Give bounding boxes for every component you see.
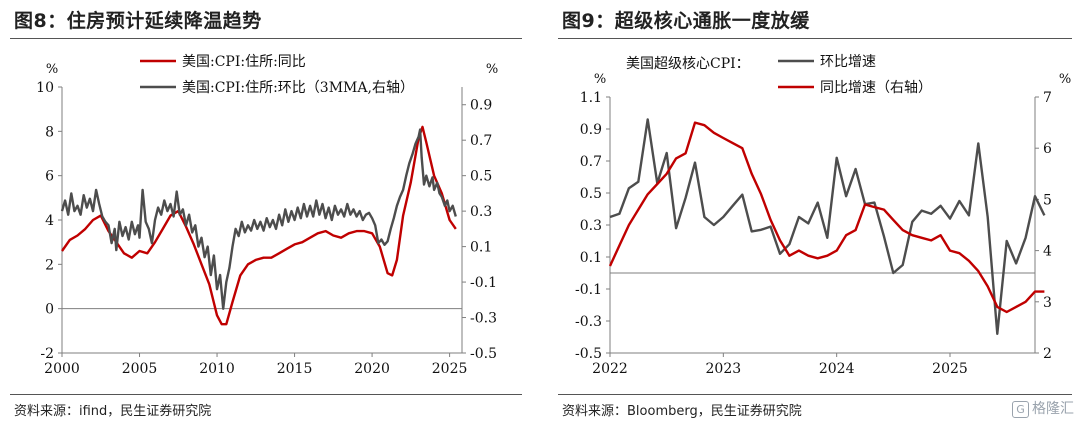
title-rule bbox=[10, 38, 522, 39]
left-y-tick-label: 0.9 bbox=[580, 122, 602, 138]
right-y-tick-label: 0.7 bbox=[470, 133, 492, 149]
source-rule bbox=[558, 394, 1072, 395]
left-y-tick-label: 2 bbox=[45, 257, 54, 273]
right-y-tick-label: 0.3 bbox=[470, 204, 492, 220]
right-y-tick-label: 7 bbox=[1043, 90, 1052, 106]
chart-panel-housing: 图8：住房预计延续降温趋势 %% -2 0 2 4 6 8 10 -0.5 -0.3 -0.1 0.1… bbox=[0, 0, 530, 426]
series-line-1 bbox=[609, 118, 1046, 335]
left-y-tick-label: 0.3 bbox=[580, 218, 602, 234]
figure-title: 图8：住房预计延续降温趋势 bbox=[14, 10, 262, 32]
left-y-tick-label: 10 bbox=[36, 80, 54, 96]
left-axis-unit: % bbox=[594, 72, 606, 87]
right-y-tick-label: 0.1 bbox=[470, 240, 492, 256]
x-tick-label: 2015 bbox=[277, 361, 313, 377]
left-y-tick-label: 0.7 bbox=[580, 154, 602, 170]
x-tick-label: 2022 bbox=[592, 361, 628, 377]
title-rule bbox=[558, 38, 1072, 39]
watermark-logo-icon: G bbox=[1012, 400, 1029, 418]
right-y-tick-label: 2 bbox=[1043, 346, 1052, 362]
series-line-1 bbox=[61, 125, 457, 326]
left-y-tick-label: -2 bbox=[40, 346, 54, 362]
x-tick-label: 2024 bbox=[819, 361, 855, 377]
x-tick-label: 2005 bbox=[122, 361, 158, 377]
right-axis-unit: % bbox=[1059, 72, 1071, 87]
x-tick-label: 2025 bbox=[432, 361, 468, 377]
right-y-tick-label: -0.3 bbox=[470, 311, 497, 327]
left-y-tick-label: 0.5 bbox=[580, 186, 602, 202]
right-y-tick-label: 6 bbox=[1043, 141, 1052, 157]
legend-label-1: 美国:CPI:住所:同比 bbox=[182, 54, 306, 70]
source-note: 资料来源：ifind，民生证券研究院 bbox=[14, 404, 212, 419]
housing-line-chart: % % -2 0 2 4 6 8 10 -0.5 -0.3 -0.1 0.1 0.3 0.5 0.7 0.9 20… bbox=[36, 54, 498, 377]
source-note: 资料来源：Bloomberg，民生证券研究院 bbox=[562, 404, 802, 419]
right-y-tick-label: 4 bbox=[1043, 244, 1052, 260]
left-y-tick-label: -0.5 bbox=[575, 346, 602, 362]
series-line-2 bbox=[60, 128, 457, 310]
watermark-text: 格隆汇 bbox=[1032, 401, 1074, 417]
left-y-tick-label: 6 bbox=[45, 169, 54, 185]
right-y-tick-label: -0.1 bbox=[470, 275, 497, 291]
source-rule bbox=[10, 394, 522, 395]
figure-title: 图9：超级核心通胀一度放缓 bbox=[562, 10, 810, 32]
x-tick-label: 2010 bbox=[199, 361, 235, 377]
x-tick-label: 2025 bbox=[932, 361, 968, 377]
left-y-tick-label: 4 bbox=[45, 213, 54, 229]
legend-label-1: 环比增速 bbox=[820, 54, 876, 70]
watermark: G 格隆汇 bbox=[1012, 398, 1074, 418]
x-tick-label: 2000 bbox=[44, 361, 80, 377]
legend-label-2: 美国:CPI:住所:环比（3MMA,右轴） bbox=[182, 80, 414, 96]
series-line-2 bbox=[608, 121, 1045, 314]
legend-title: 美国超级核心CPI： bbox=[626, 56, 750, 72]
left-y-tick-label: 8 bbox=[45, 124, 54, 140]
right-y-tick-label: 3 bbox=[1043, 295, 1052, 311]
right-y-tick-label: -0.5 bbox=[470, 346, 497, 362]
left-axis-unit: % bbox=[46, 62, 58, 77]
left-y-tick-label: 1.1 bbox=[580, 90, 602, 106]
right-y-tick-label: 0.9 bbox=[470, 98, 492, 114]
left-y-tick-label: -0.3 bbox=[575, 314, 602, 330]
chart-panel-supercore: 图9：超级核心通胀一度放缓 %% -0.5 -0.3 -0.1 0.1 0.3 0.5 0.7… bbox=[548, 0, 1080, 426]
right-y-tick-label: 5 bbox=[1043, 192, 1052, 208]
right-y-tick-label: 0.5 bbox=[470, 169, 492, 185]
x-tick-label: 2023 bbox=[706, 361, 742, 377]
right-axis-unit: % bbox=[486, 62, 498, 77]
left-y-tick-label: -0.1 bbox=[575, 282, 602, 298]
left-y-tick-label: 0.1 bbox=[580, 250, 602, 266]
x-tick-label: 2020 bbox=[354, 361, 390, 377]
supercore-line-chart: % % -0.5 -0.3 -0.1 0.1 0.3 0.5 0.7 0.9 1.1 2 3 4 5 6 7 20… bbox=[575, 54, 1071, 377]
legend-label-2: 同比增速（右轴） bbox=[820, 80, 932, 96]
left-y-tick-label: 0 bbox=[45, 302, 54, 318]
